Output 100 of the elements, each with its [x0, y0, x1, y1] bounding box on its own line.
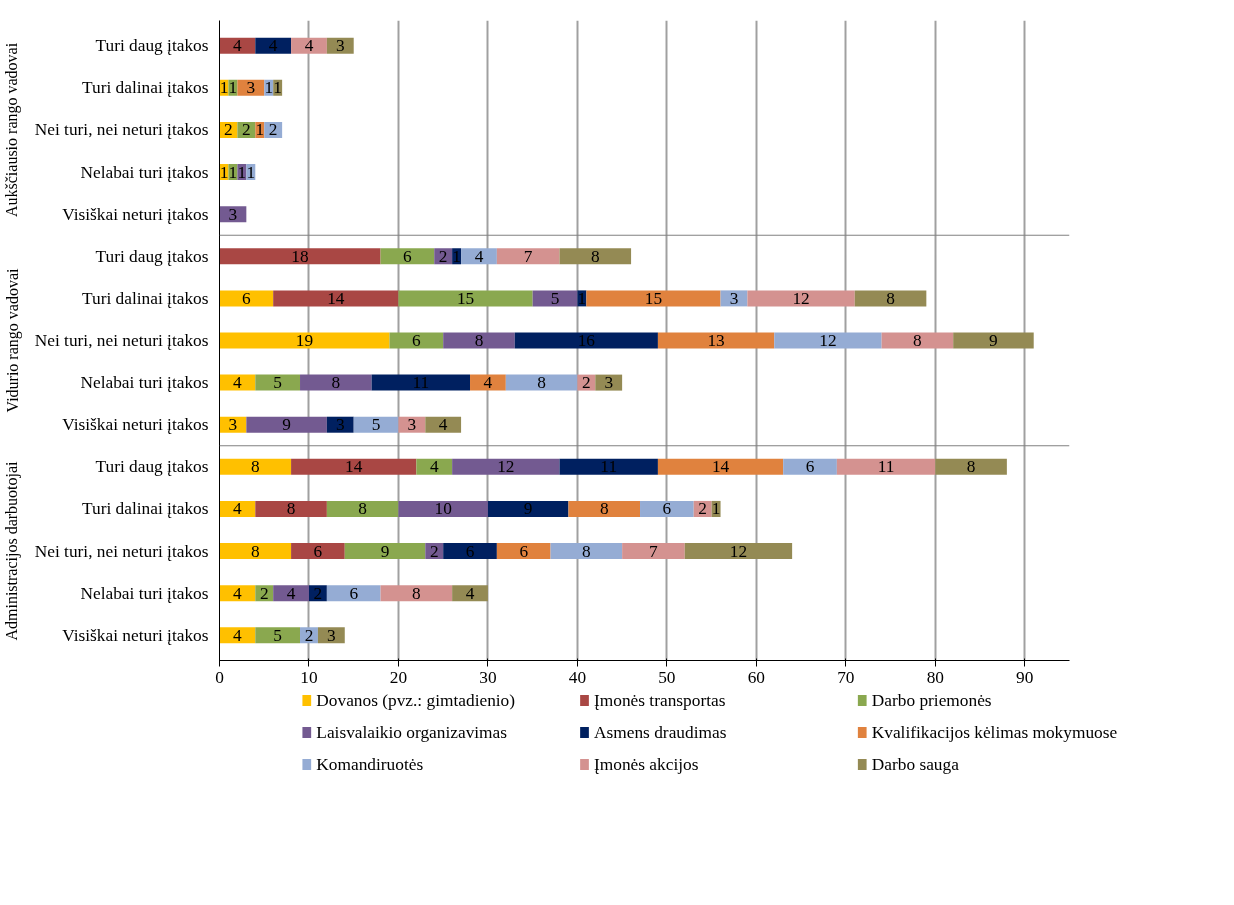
bar: [586, 290, 721, 307]
data-label: 4: [286, 583, 296, 603]
y-tick-label: Turi dalinai įtakos: [82, 499, 209, 519]
data-label: 8: [599, 499, 609, 519]
data-label: 6: [412, 331, 422, 350]
data-label: 3: [604, 373, 614, 393]
bar: [836, 458, 936, 475]
y-tick-label: Turi dalinai įtakos: [82, 78, 209, 98]
data-label: 11: [412, 373, 430, 393]
bar: [219, 458, 292, 475]
data-label: 3: [246, 78, 256, 98]
data-label: 3: [228, 204, 238, 224]
data-label: 6: [403, 246, 413, 266]
y-tick-label: Visiškai neturi įtakos: [62, 204, 209, 224]
y-tick-label: Nelabai turi įtakos: [80, 373, 209, 393]
y-tick-label: Turi daug įtakos: [95, 36, 209, 56]
bar: [559, 248, 632, 265]
bar: [443, 332, 515, 349]
data-label: 12: [792, 288, 810, 308]
y-tick-label: Nei turi, nei neturi įtakos: [34, 120, 209, 140]
data-label: 1: [228, 78, 238, 98]
bar: [532, 290, 578, 307]
bar: [300, 374, 372, 391]
y-tick-label: Nei turi, nei neturi įtakos: [34, 541, 209, 561]
text: Aukščiausio rango vadovai: [3, 42, 22, 218]
data-label: 4: [429, 457, 439, 477]
data-label: 1: [577, 288, 587, 308]
data-label: 4: [268, 36, 278, 56]
data-label: 1: [264, 78, 274, 98]
data-label: 11: [877, 457, 895, 477]
data-label: 1: [711, 499, 721, 519]
bar: [353, 416, 399, 433]
data-label: 6: [662, 499, 672, 519]
bar: [273, 585, 309, 602]
bar: [326, 585, 381, 602]
legend-label: Komandiruotės: [316, 755, 424, 774]
data-label: 3: [407, 415, 417, 435]
data-label: 4: [304, 36, 314, 56]
data-label: 4: [474, 246, 484, 266]
data-label: 8: [250, 541, 260, 561]
bar: [255, 374, 301, 391]
data-label: 2: [268, 120, 278, 140]
data-label: 4: [233, 36, 243, 56]
data-label: 4: [465, 583, 475, 603]
y-tick-label: Turi daug įtakos: [95, 246, 209, 266]
x-tick-label: 20: [389, 667, 408, 687]
data-label: 8: [286, 499, 296, 519]
bar: [657, 458, 784, 475]
legend-label: Darbo priemonės: [871, 691, 992, 710]
bar: [255, 500, 327, 517]
data-label: 4: [233, 373, 243, 393]
bar: [487, 500, 569, 517]
y-tick-label: Nelabai turi įtakos: [80, 162, 209, 182]
y-tick-label: Nelabai turi įtakos: [80, 583, 209, 603]
bar: [881, 332, 954, 349]
data-label: 8: [966, 457, 976, 477]
legend-label: Darbo sauga: [871, 755, 960, 774]
data-label: 9: [380, 541, 390, 561]
data-label: 7: [523, 246, 533, 266]
bar: [496, 248, 560, 265]
data-label: 6: [349, 583, 359, 603]
data-label: 8: [250, 457, 260, 477]
bar: [371, 374, 471, 391]
bar: [326, 500, 399, 517]
bar: [774, 332, 882, 349]
bar: [550, 543, 623, 560]
data-label: 6: [805, 457, 815, 477]
legend-label: Dovanos (pvz.: gimtadienio): [316, 691, 516, 710]
text: Vidurio rango vadovai: [3, 268, 22, 413]
bar: [622, 543, 685, 560]
data-label: 10: [434, 499, 452, 519]
bar: [273, 290, 399, 307]
data-label: 2: [242, 120, 251, 140]
data-label: 2: [304, 625, 314, 645]
data-label: 4: [233, 625, 243, 645]
bar: [380, 248, 435, 265]
data-label: 12: [819, 331, 837, 350]
data-label: 2: [224, 120, 233, 140]
data-label: 3: [327, 625, 336, 645]
x-tick-label: 90: [1016, 667, 1034, 687]
data-label: 13: [707, 331, 725, 350]
bar: [935, 458, 1007, 475]
bar: [380, 585, 453, 602]
data-label: 16: [577, 331, 596, 350]
bar: [443, 543, 497, 560]
data-label: 8: [913, 331, 922, 350]
legend-label: Įmonės akcijos: [594, 755, 699, 774]
bar: [219, 248, 381, 265]
data-label: 5: [273, 373, 282, 393]
bar: [398, 500, 488, 517]
y-tick-label: Nei turi, nei neturi įtakos: [34, 331, 209, 350]
data-label: 6: [519, 541, 529, 561]
bar: [219, 332, 390, 349]
data-label: 5: [550, 288, 560, 308]
text: Administracijos darbuotojai: [3, 460, 22, 641]
x-tick-label: 70: [837, 667, 855, 687]
data-label: 19: [295, 331, 314, 350]
x-tick-label: 50: [658, 667, 676, 687]
bar: [505, 374, 578, 391]
data-label: 11: [600, 457, 618, 477]
